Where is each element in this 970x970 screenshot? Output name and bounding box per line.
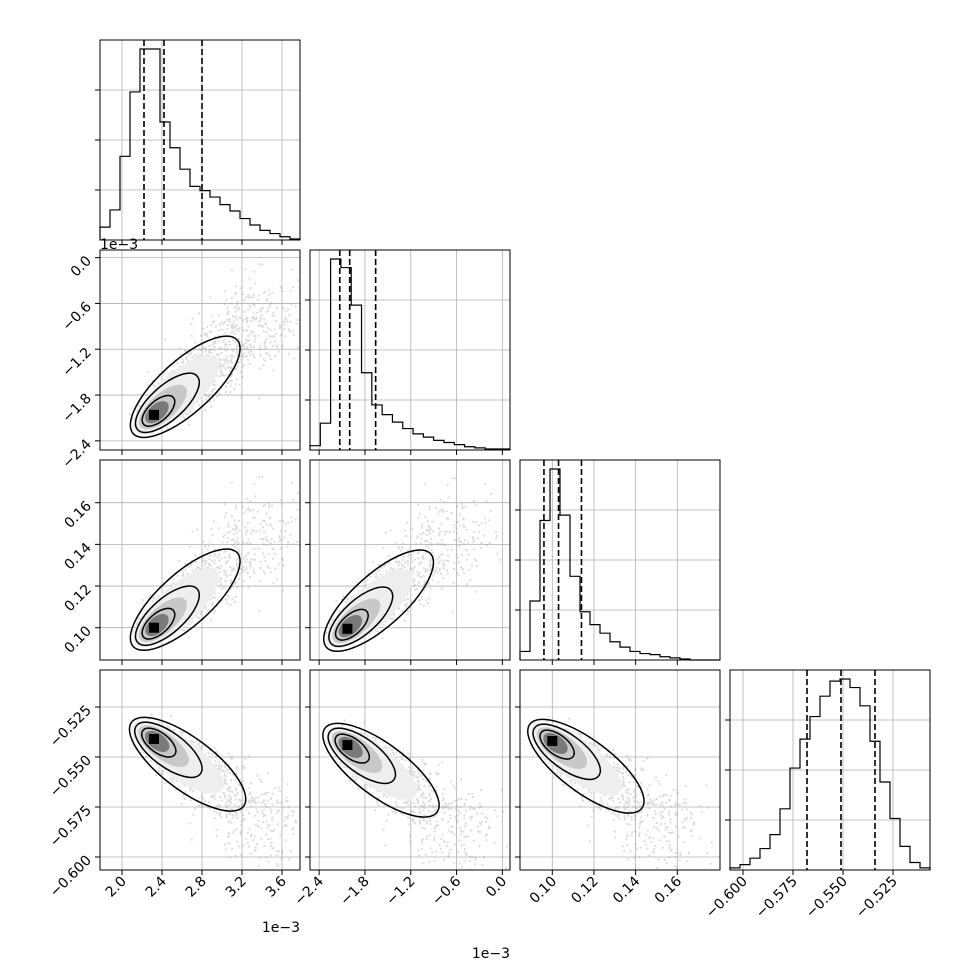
density-peak [149, 622, 159, 633]
y-tick-label: −1.8 [59, 391, 94, 426]
x-tick-label: 0.10 [527, 874, 560, 907]
histogram-panel-0 [95, 39, 301, 245]
scatter-panel-0-2: 0.10 0.12 0.14 0.16 [61, 459, 301, 665]
y-tick-label: −0.575 [47, 803, 95, 851]
histogram-panel-1 [305, 249, 511, 455]
contour-line-3 [334, 608, 369, 641]
contour-line-1 [128, 716, 247, 812]
x-tick-label: −0.6 [429, 873, 464, 908]
histogram-panel-3: −0.600 −0.575 −0.550 −0.525 [703, 669, 931, 922]
histogram-step [99, 48, 301, 240]
density-peak [149, 734, 159, 744]
x-tick-label: −0.525 [853, 874, 901, 922]
panel-frame [519, 669, 721, 871]
y-tick-label: 0.16 [61, 498, 94, 531]
x-tick-label: −1.2 [383, 874, 418, 909]
x-tick-label: −1.8 [337, 874, 372, 909]
x-tick-label: 2.4 [143, 873, 170, 900]
density-peak [342, 623, 353, 634]
contour-line-3 [141, 394, 176, 427]
panel-content [527, 715, 713, 870]
contour-line-3 [334, 733, 371, 764]
panel-frame [309, 459, 511, 661]
panel-frame [309, 669, 511, 871]
contour-line-1 [129, 335, 241, 439]
contour-line-2 [532, 723, 602, 781]
histogram-panel-2 [515, 459, 721, 665]
y-tick-label: 0.14 [61, 540, 94, 573]
x-tick-label: 0.12 [568, 874, 601, 907]
panel-content [129, 475, 300, 652]
panel-frame [99, 669, 301, 871]
panel-frame [99, 459, 301, 661]
contour-line-3 [141, 607, 176, 640]
x-tick-label: −2.4 [292, 873, 327, 908]
y-tick-label: 0.10 [61, 623, 94, 656]
panel-content [128, 713, 298, 868]
x-tick-label: 2.8 [183, 874, 210, 901]
density-peak [149, 409, 159, 420]
density-peak [342, 740, 353, 750]
contour-line-2 [134, 721, 203, 779]
contour-line-3 [140, 727, 177, 758]
panel-frame [99, 249, 301, 451]
panel-content [128, 263, 300, 439]
offset-texts: 1e−3 1e−3 1e−3 [100, 237, 510, 962]
x-tick-label: 0.0 [483, 874, 510, 901]
contour-line-2 [328, 586, 394, 648]
y-tick-label: −0.550 [47, 753, 95, 801]
histogram-step [309, 258, 511, 450]
x-tick-label: 3.6 [263, 873, 290, 900]
x-tick-label: −0.550 [803, 874, 851, 922]
x-tick-label: −0.600 [703, 874, 751, 922]
contour-line-2 [134, 372, 200, 434]
scatter-panel-0-3: 2.0 2.4 2.8 3.2 3.6 −0.600−0.575−0.550−0.525 [47, 669, 301, 901]
contour-line-2 [134, 585, 200, 647]
scatter-panel-0-1: −2.4 −1.8 −1.2 −0.6 0.0 [59, 249, 301, 472]
panel-content [322, 719, 509, 870]
y-tick-label: −0.600 [47, 853, 95, 901]
x-tick-label: 2.0 [103, 874, 130, 901]
density-peak [547, 736, 558, 746]
x-tick-label: 0.14 [610, 873, 643, 906]
histogram-step [729, 678, 931, 870]
histogram-step [519, 468, 720, 661]
x-tick-label: 3.2 [223, 874, 250, 901]
x-tick-label: 0.16 [652, 873, 685, 906]
y-tick-label: −0.6 [59, 299, 94, 334]
y-offset-text: 1e−3 [100, 237, 138, 253]
contour-line-3 [539, 729, 575, 760]
y-tick-label: 0.12 [61, 582, 94, 615]
contour-line-1 [129, 548, 241, 652]
scatter-panel-1-3: −2.4 −1.8 −1.2 −0.6 0.0 [292, 669, 511, 909]
contour-line-1 [323, 549, 435, 653]
contour-line-1 [322, 722, 440, 818]
contour-line-1 [527, 718, 645, 814]
panel-content [323, 477, 502, 653]
contour-line-2 [327, 727, 397, 785]
x-offset-text: 1e−3 [472, 946, 510, 962]
y-tick-label: −0.525 [47, 703, 95, 751]
y-tick-label: −2.4 [59, 436, 94, 471]
scatter-panel-2-3: 0.10 0.12 0.14 0.16 [515, 669, 721, 907]
y-tick-label: 0.0 [68, 253, 95, 280]
x-tick-label: −0.575 [753, 874, 801, 922]
y-tick-label: −1.2 [59, 345, 94, 380]
scatter-panel-1-2 [305, 459, 511, 665]
x-offset-text: 1e−3 [262, 920, 300, 936]
